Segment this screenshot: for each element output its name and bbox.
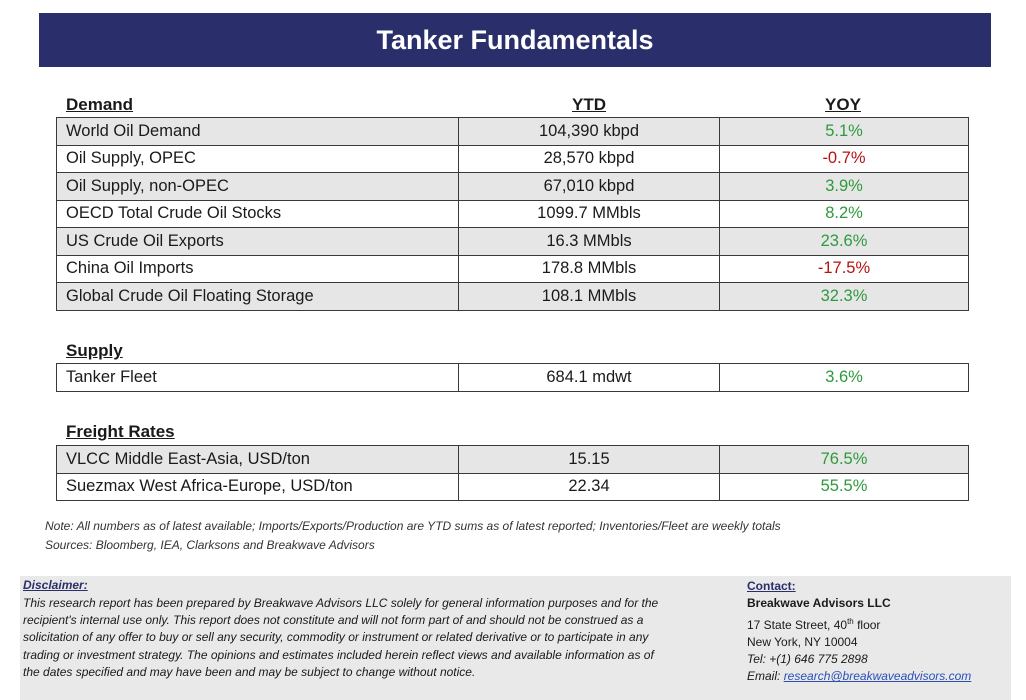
company-name: Breakwave Advisors LLC <box>747 596 891 611</box>
yoy-value: 8.2% <box>719 199 969 228</box>
table-row: Global Crude Oil Floating Storage 108.1 … <box>56 282 969 311</box>
page-title: Tanker Fundamentals <box>39 13 991 67</box>
ytd-value: 684.1 mdwt <box>458 363 720 392</box>
freight-heading: Freight Rates <box>66 422 175 441</box>
ytd-value: 104,390 kbpd <box>458 117 720 146</box>
disclaimer-title: Disclaimer: <box>23 578 88 592</box>
email-link[interactable]: research@breakwaveadvisors.com <box>783 669 972 684</box>
yoy-value: 5.1% <box>719 117 969 146</box>
table-row: China Oil Imports 178.8 MMbls -17.5% <box>56 254 969 283</box>
ytd-value: 108.1 MMbls <box>458 282 720 311</box>
disclaimer-line: This research report has been prepared b… <box>23 596 659 610</box>
freight-table: VLCC Middle East-Asia, USD/ton 15.15 76.… <box>56 445 969 501</box>
row-label: OECD Total Crude Oil Stocks <box>56 199 459 228</box>
yoy-value: 23.6% <box>719 227 969 256</box>
yoy-value: 32.3% <box>719 282 969 311</box>
yoy-value: 3.9% <box>719 172 969 201</box>
row-label: Oil Supply, OPEC <box>56 144 459 173</box>
street-superscript: th <box>847 616 854 626</box>
ytd-column-header: YTD <box>572 95 606 114</box>
footnote: Note: All numbers as of latest available… <box>45 519 781 533</box>
yoy-value: 3.6% <box>719 363 969 392</box>
table-row: Tanker Fleet 684.1 mdwt 3.6% <box>56 363 969 392</box>
yoy-column-header: YOY <box>825 95 861 114</box>
disclaimer-text: This research report has been prepared b… <box>23 595 723 681</box>
contact-block: Contact: Breakwave Advisors LLC 17 State… <box>747 578 1009 686</box>
table-row: Oil Supply, OPEC 28,570 kbpd -0.7% <box>56 144 969 173</box>
row-label: China Oil Imports <box>56 254 459 283</box>
supply-heading: Supply <box>66 341 123 360</box>
ytd-value: 67,010 kbpd <box>458 172 720 201</box>
table-row: VLCC Middle East-Asia, USD/ton 15.15 76.… <box>56 445 969 474</box>
ytd-value: 1099.7 MMbls <box>458 199 720 228</box>
street-address: 17 State Street, 40th floor <box>747 613 1009 634</box>
row-label: Tanker Fleet <box>56 363 459 392</box>
ytd-value: 15.15 <box>458 445 720 474</box>
row-label: Global Crude Oil Floating Storage <box>56 282 459 311</box>
street-text: 17 State Street, 40 <box>747 617 848 632</box>
row-label: VLCC Middle East-Asia, USD/ton <box>56 445 459 474</box>
yoy-value: 55.5% <box>719 472 969 501</box>
yoy-value: -0.7% <box>719 144 969 173</box>
ytd-value: 178.8 MMbls <box>458 254 720 283</box>
table-row: OECD Total Crude Oil Stocks 1099.7 MMbls… <box>56 199 969 228</box>
email-line: Email: research@breakwaveadvisors.com <box>747 668 1009 685</box>
phone: Tel: +(1) 646 775 2898 <box>747 652 868 667</box>
supply-table: Tanker Fleet 684.1 mdwt 3.6% <box>56 363 969 392</box>
table-row: Suezmax West Africa-Europe, USD/ton 22.3… <box>56 472 969 501</box>
city-address: New York, NY 10004 <box>747 634 858 649</box>
ytd-value: 22.34 <box>458 472 720 501</box>
disclaimer-line: the dates specified and may have been an… <box>23 664 476 679</box>
row-label: Oil Supply, non-OPEC <box>56 172 459 201</box>
sources-note: Sources: Bloomberg, IEA, Clarksons and B… <box>45 538 375 552</box>
table-row: Oil Supply, non-OPEC 67,010 kbpd 3.9% <box>56 172 969 201</box>
email-label: Email: <box>747 669 784 684</box>
demand-table: World Oil Demand 104,390 kbpd 5.1% Oil S… <box>56 117 969 311</box>
table-row: World Oil Demand 104,390 kbpd 5.1% <box>56 117 969 146</box>
ytd-value: 16.3 MMbls <box>458 227 720 256</box>
demand-heading: Demand <box>66 95 134 114</box>
contact-title: Contact: <box>747 579 796 593</box>
ytd-value: 28,570 kbpd <box>458 144 720 173</box>
disclaimer-box: Disclaimer: This research report has bee… <box>20 576 1011 700</box>
table-row: US Crude Oil Exports 16.3 MMbls 23.6% <box>56 227 969 256</box>
yoy-value: -17.5% <box>719 254 969 283</box>
yoy-value: 76.5% <box>719 445 969 474</box>
disclaimer-line: trading or investment strategy. The opin… <box>23 647 654 662</box>
row-label: World Oil Demand <box>56 117 459 146</box>
disclaimer-line: recipient's internal use only. This repo… <box>23 613 644 628</box>
street-floor: floor <box>853 617 881 632</box>
disclaimer-line: solicitation of any offer to buy or sell… <box>23 630 649 645</box>
row-label: Suezmax West Africa-Europe, USD/ton <box>56 472 459 501</box>
row-label: US Crude Oil Exports <box>56 227 459 256</box>
